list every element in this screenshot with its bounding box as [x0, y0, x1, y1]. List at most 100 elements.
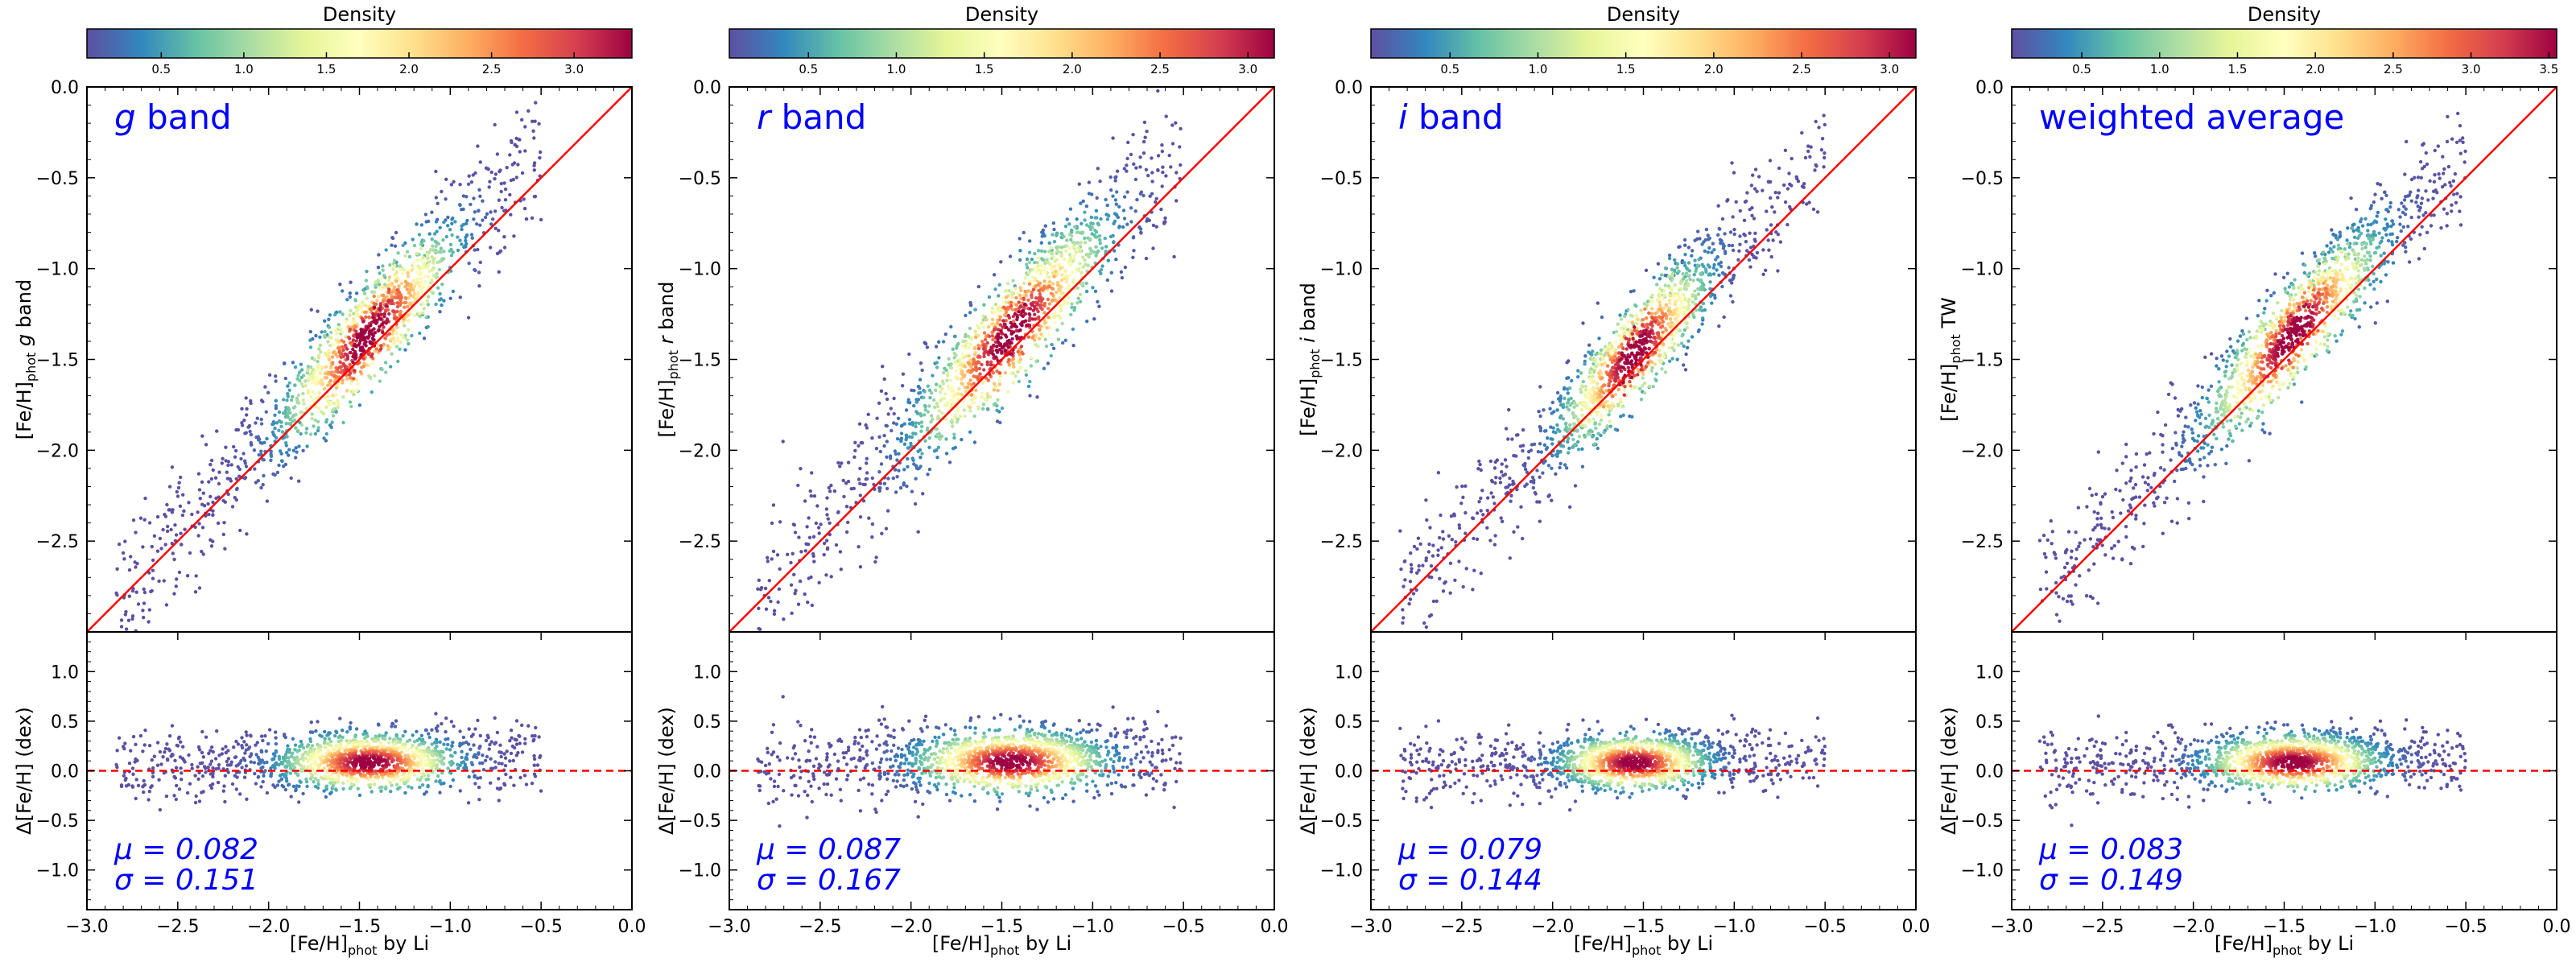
data-point [1050, 342, 1054, 347]
data-point [467, 174, 471, 178]
data-point [115, 592, 119, 597]
residual-point [438, 740, 442, 744]
data-point [497, 198, 502, 202]
data-point [327, 354, 331, 358]
data-point [799, 467, 803, 471]
data-point [937, 356, 941, 360]
data-point [857, 444, 861, 448]
residual-point [119, 783, 124, 787]
residual-point [878, 771, 882, 775]
data-point [1013, 312, 1018, 316]
residual-point [244, 730, 248, 734]
data-point [983, 397, 987, 401]
data-point [982, 354, 986, 359]
data-point [970, 401, 974, 406]
data-point [896, 416, 901, 420]
residual-point [291, 751, 295, 755]
data-point [421, 255, 426, 260]
residual-point [1172, 805, 1176, 810]
residual-point [211, 782, 215, 786]
mu-label: μ = 0.082 [114, 833, 258, 866]
residual-point [336, 739, 341, 744]
residual-point [423, 761, 427, 765]
data-point [1125, 222, 1129, 226]
residual-point [421, 756, 425, 760]
residual-point [534, 725, 538, 730]
residual-point [853, 735, 857, 740]
residual-point [1113, 727, 1117, 731]
residual-point [879, 722, 884, 726]
data-point [1112, 241, 1116, 245]
residual-point [307, 753, 311, 757]
data-point [1174, 121, 1178, 125]
residual-point [477, 746, 481, 750]
y-tick-label: −1.0 [36, 260, 79, 280]
data-point [394, 275, 398, 279]
data-point [503, 187, 508, 192]
data-point [206, 502, 210, 506]
data-point [1072, 254, 1076, 258]
data-point [879, 389, 884, 393]
data-point [316, 419, 320, 423]
data-point [412, 243, 417, 248]
data-point [299, 410, 303, 415]
data-point [1024, 373, 1029, 377]
residual-point [369, 782, 373, 787]
data-point [1080, 281, 1085, 285]
data-point [130, 614, 135, 618]
data-point [1100, 264, 1104, 268]
data-point [1156, 154, 1161, 158]
residual-point [442, 742, 446, 746]
data-point [392, 316, 397, 320]
data-point [919, 456, 923, 460]
data-point [1030, 317, 1034, 321]
residual-point [771, 723, 776, 727]
data-point [230, 505, 235, 509]
data-point [1047, 279, 1052, 284]
residual-point [259, 785, 263, 789]
data-point [354, 356, 358, 360]
data-point [312, 357, 316, 362]
data-point [822, 552, 826, 557]
data-point [313, 418, 317, 423]
data-point [919, 361, 923, 365]
data-point [865, 471, 869, 475]
data-point [898, 485, 903, 490]
residual-point [858, 758, 863, 762]
data-point [419, 246, 423, 250]
residual-point [332, 762, 336, 766]
residual-point [390, 724, 394, 729]
data-point [1053, 264, 1057, 268]
data-point [958, 415, 963, 419]
colorbar-tick-label: 1.0 [234, 62, 254, 76]
data-point [1010, 336, 1014, 341]
data-point [523, 149, 527, 153]
residual-point [809, 784, 813, 788]
x-tick-label: −1.5 [338, 917, 381, 937]
residual-point [164, 794, 169, 799]
data-point [249, 401, 253, 406]
data-point [387, 275, 392, 279]
data-point [767, 644, 770, 647]
residual-point [349, 720, 353, 725]
residual-point [372, 739, 376, 743]
residual-point [838, 787, 843, 791]
residual-point [377, 733, 382, 738]
data-point [446, 224, 450, 228]
data-point [1120, 275, 1125, 280]
data-point [352, 377, 356, 381]
data-point [402, 300, 407, 305]
data-point [349, 404, 353, 409]
data-point [772, 612, 777, 616]
residual-point [150, 758, 154, 762]
residual-point [1035, 807, 1039, 811]
data-point [348, 400, 353, 404]
residual-point [476, 718, 480, 723]
residual-point [269, 771, 274, 775]
data-point [274, 374, 278, 378]
residual-point [333, 733, 337, 738]
residual-point [493, 760, 497, 764]
residual-point [865, 735, 869, 739]
data-point [1065, 244, 1069, 248]
data-point [943, 332, 948, 336]
